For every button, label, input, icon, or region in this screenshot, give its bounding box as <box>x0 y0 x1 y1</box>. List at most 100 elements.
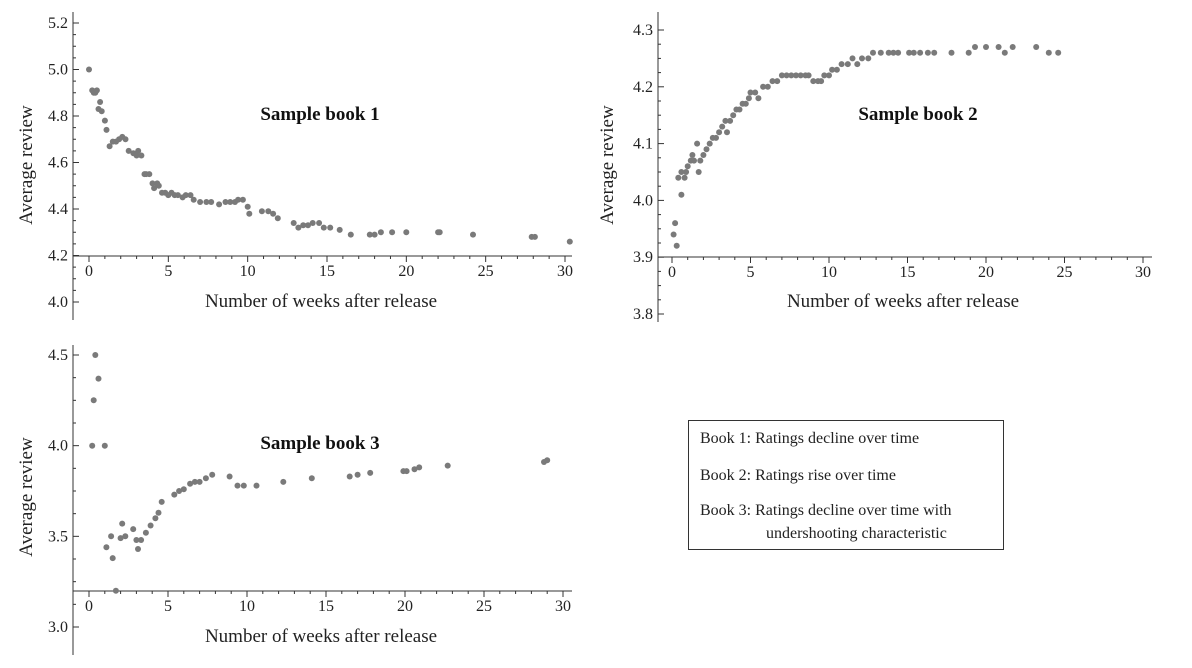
y-tick-label: 5.0 <box>48 62 68 79</box>
x-tick-label: 10 <box>821 264 837 281</box>
data-point <box>948 49 955 56</box>
data-point <box>670 231 677 238</box>
data-point <box>706 140 713 147</box>
data-point <box>684 163 691 170</box>
data-point <box>377 229 384 236</box>
data-point <box>305 222 311 229</box>
data-point <box>672 220 679 227</box>
data-point <box>411 466 418 473</box>
data-point <box>1033 44 1040 50</box>
x-tick-label: 15 <box>900 264 916 281</box>
data-point <box>436 229 443 236</box>
data-point <box>235 196 242 203</box>
data-point <box>122 533 129 540</box>
data-point <box>764 83 771 90</box>
y-tick-label: 4.8 <box>48 108 68 125</box>
data-point <box>135 546 141 552</box>
data-point <box>346 473 353 480</box>
y-tick-label: 3.9 <box>633 249 653 266</box>
x-tick-label: 25 <box>1057 264 1073 281</box>
data-point <box>155 182 162 189</box>
data-point <box>95 375 102 382</box>
data-point <box>695 169 702 175</box>
data-point <box>122 136 129 143</box>
data-point <box>227 199 234 205</box>
data-point <box>895 49 902 56</box>
data-point <box>155 509 162 516</box>
legend-book-1: Book 1: Ratings decline over time <box>700 430 920 447</box>
y-axis-title: Average review <box>16 437 37 557</box>
data-point <box>818 78 825 85</box>
x-tick-label: 30 <box>557 263 573 280</box>
x-tick-label: 5 <box>747 264 755 281</box>
data-point <box>216 201 223 208</box>
data-point <box>821 72 828 79</box>
data-point <box>917 49 924 56</box>
data-point <box>197 199 204 205</box>
data-point <box>101 117 108 124</box>
data-point <box>182 192 189 199</box>
panel-1: 0 5 10 15 20 25 30 4.0 4.2 4.4 4.6 4.8 5.0 5.2 Number … <box>16 12 573 320</box>
data-point <box>531 233 538 240</box>
data-point <box>103 126 110 133</box>
data-point <box>138 152 145 159</box>
data-point <box>133 537 140 543</box>
x-tick-label: 15 <box>319 263 335 280</box>
data-point <box>308 475 315 482</box>
x-tick-label: 10 <box>239 598 255 615</box>
data-point <box>149 180 156 187</box>
data-point <box>239 196 246 203</box>
data-point <box>727 117 734 124</box>
data-point <box>844 61 851 68</box>
data-point <box>171 491 178 498</box>
data-point <box>403 468 410 475</box>
x-tick-label: 10 <box>240 263 256 280</box>
x-tick-label: 25 <box>476 598 492 615</box>
data-point <box>544 457 551 464</box>
y-tick-label: 3.5 <box>48 528 68 545</box>
data-point <box>1045 49 1052 56</box>
data-point <box>700 152 707 158</box>
data-point <box>320 224 327 231</box>
y-tick-label: 4.5 <box>48 347 68 364</box>
panel-2: 0 5 10 15 20 25 30 3.8 3.9 4.0 4.1 4.2 4.3 Number of … <box>597 12 1152 323</box>
data-point <box>747 89 754 96</box>
panel-title: Sample book 1 <box>260 104 379 125</box>
data-point <box>187 192 194 199</box>
data-point <box>697 157 704 164</box>
data-point <box>222 199 229 205</box>
data-point <box>138 537 145 543</box>
data-point <box>826 72 832 79</box>
data-point <box>90 397 97 404</box>
data-point <box>336 226 343 233</box>
data-point <box>833 66 840 73</box>
data-point <box>174 192 181 199</box>
data-point <box>226 473 233 480</box>
y-tick-label: 4.4 <box>48 201 68 218</box>
data-point <box>877 49 884 56</box>
data-point <box>92 352 99 358</box>
data-point <box>403 229 410 236</box>
data-point <box>854 61 861 68</box>
data-point <box>865 55 872 62</box>
data-point <box>810 78 817 85</box>
data-point <box>906 49 913 56</box>
data-point <box>97 99 104 105</box>
data-point <box>106 143 113 150</box>
x-tick-label: 25 <box>478 263 494 280</box>
panel-title: Sample book 3 <box>260 433 379 454</box>
data-point <box>742 100 749 107</box>
data-point <box>1001 49 1008 56</box>
data-point <box>703 146 710 153</box>
y-axis-title: Average review <box>16 105 37 225</box>
data-point <box>778 72 785 79</box>
data-point <box>209 471 216 478</box>
data-point <box>290 220 297 226</box>
data-point <box>983 44 989 50</box>
data-point <box>838 61 845 68</box>
x-axis-title: Number of weeks after release <box>205 291 437 312</box>
data-point <box>253 482 260 489</box>
data-point <box>675 174 682 181</box>
data-point <box>995 44 1002 50</box>
y-axis-title: Average review <box>597 105 618 225</box>
